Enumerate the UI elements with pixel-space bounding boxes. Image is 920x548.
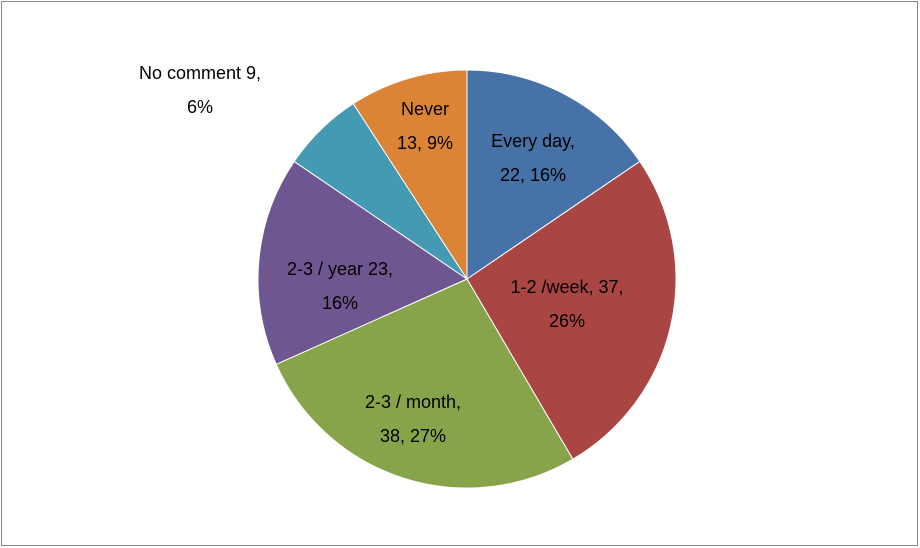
data-label: Every day, (491, 131, 575, 151)
data-label: 38, 27% (380, 426, 446, 446)
data-label: 2-3 / month, (365, 392, 461, 412)
data-label: 16% (322, 293, 358, 313)
data-label: 1-2 /week, 37, (510, 277, 623, 297)
pie-slice (352, 69, 468, 281)
pie-slice (466, 160, 677, 460)
data-label: 6% (187, 97, 213, 117)
pie-slice (257, 160, 469, 365)
data-label: Never (401, 99, 449, 119)
data-label: 13, 9% (397, 133, 453, 153)
data-label: 22, 16% (500, 165, 566, 185)
data-label: 26% (549, 311, 585, 331)
data-label: 2-3 / year 23, (287, 259, 393, 279)
pie-slice (466, 69, 641, 280)
data-label: No comment 9, (139, 63, 261, 83)
